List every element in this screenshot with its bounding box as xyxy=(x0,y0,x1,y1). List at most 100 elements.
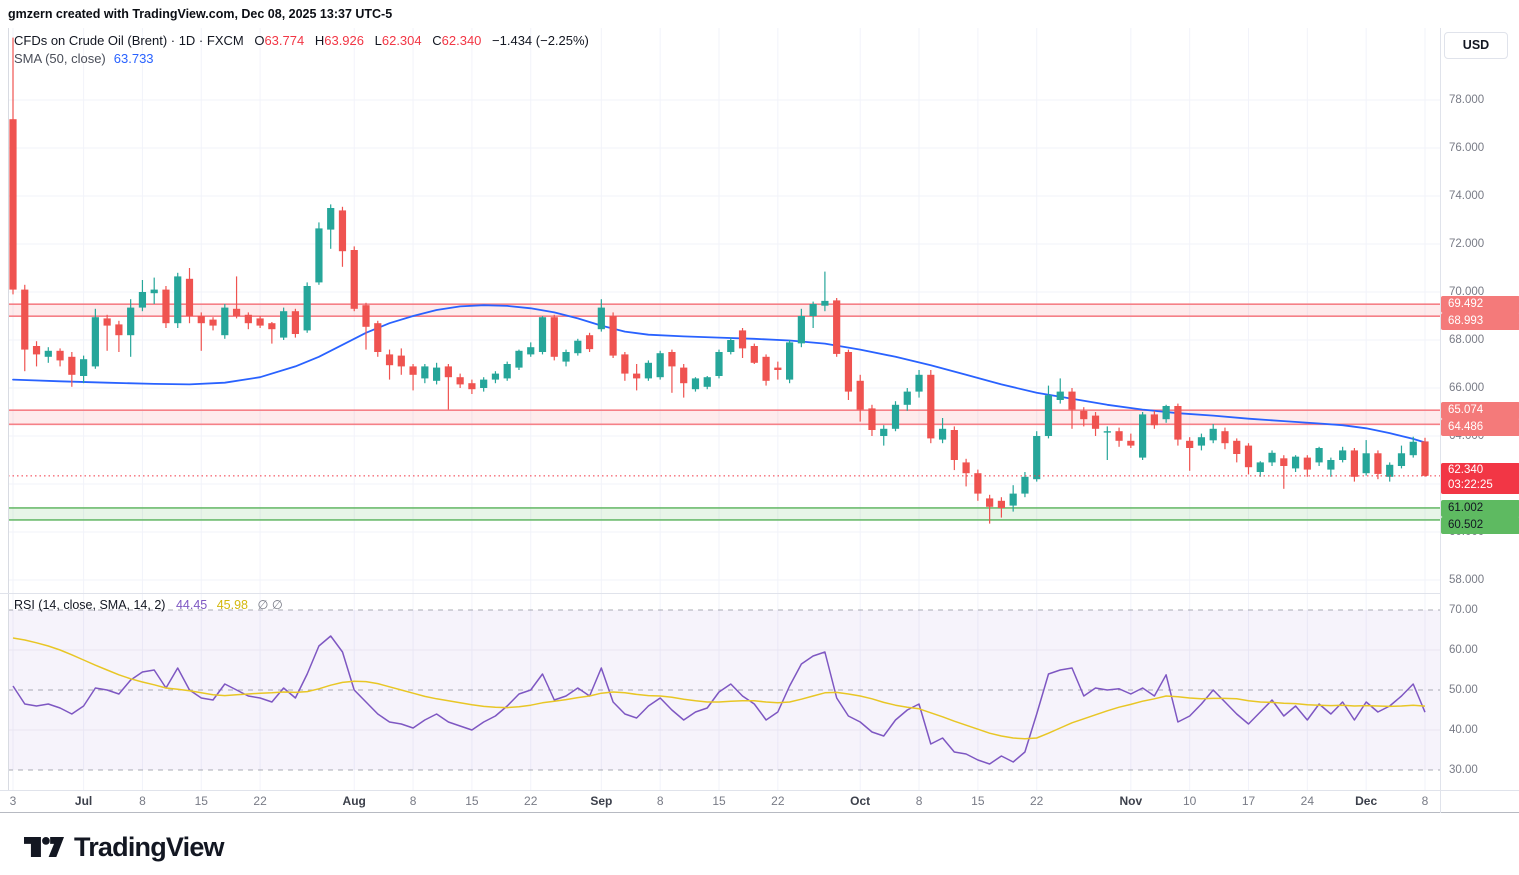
candle-body[interactable] xyxy=(280,311,288,338)
candle-body[interactable] xyxy=(1174,406,1182,440)
candle-body[interactable] xyxy=(32,346,41,355)
candle-body[interactable] xyxy=(550,317,558,357)
candle-body[interactable] xyxy=(1068,391,1076,410)
tradingview-attribution-footer[interactable]: TradingView xyxy=(24,830,225,864)
candle-body[interactable] xyxy=(103,318,111,326)
candle-body[interactable] xyxy=(127,307,135,336)
candle-body[interactable] xyxy=(1209,428,1217,441)
candle-body[interactable] xyxy=(680,367,688,384)
candle-body[interactable] xyxy=(538,317,547,352)
candle-body[interactable] xyxy=(1091,415,1100,429)
sma-legend[interactable]: SMA (50, close) 63.733 xyxy=(14,51,154,66)
candle-body[interactable] xyxy=(303,286,311,331)
candle-body[interactable] xyxy=(703,377,711,387)
candle-body[interactable] xyxy=(1386,464,1394,477)
candle-body[interactable] xyxy=(1362,453,1370,474)
candle-body[interactable] xyxy=(1409,441,1417,456)
candle-body[interactable] xyxy=(350,250,358,309)
candle-body[interactable] xyxy=(444,366,452,378)
candle-body[interactable] xyxy=(738,330,747,349)
candle-body[interactable] xyxy=(1186,440,1194,448)
candle-body[interactable] xyxy=(1397,453,1406,466)
candle-body[interactable] xyxy=(1080,410,1088,420)
candle-body[interactable] xyxy=(456,377,464,385)
candle-body[interactable] xyxy=(727,340,735,352)
candle-body[interactable] xyxy=(938,428,947,440)
candle-body[interactable] xyxy=(1280,458,1288,466)
candle-body[interactable] xyxy=(1327,460,1335,470)
candle-body[interactable] xyxy=(1115,431,1123,441)
candle-body[interactable] xyxy=(503,364,511,379)
pane-divider[interactable] xyxy=(0,593,1440,594)
candle-body[interactable] xyxy=(668,352,676,367)
candle-body[interactable] xyxy=(327,208,335,230)
candle-body[interactable] xyxy=(1103,431,1111,433)
candle-body[interactable] xyxy=(421,366,429,379)
candle-body[interactable] xyxy=(115,324,123,336)
candle-body[interactable] xyxy=(291,311,300,334)
candle-body[interactable] xyxy=(1350,450,1359,477)
candle-body[interactable] xyxy=(927,374,935,439)
candle-body[interactable] xyxy=(480,379,488,388)
candle-body[interactable] xyxy=(1244,445,1253,468)
candle-body[interactable] xyxy=(174,276,182,324)
rsi-legend[interactable]: RSI (14, close, SMA, 14, 2) 44.45 45.98 … xyxy=(14,597,283,612)
candle-body[interactable] xyxy=(868,408,876,430)
candle-body[interactable] xyxy=(786,342,794,380)
time-axis[interactable]: 3 Jul 8 15 22 Aug 8 15 22 Sep 8 15 22 Oct 8 15 22 Nov 10 17… xyxy=(0,790,1440,813)
symbol-legend[interactable]: CFDs on Crude Oil (Brent) · 1D · FXCM O6… xyxy=(14,33,589,48)
candle-body[interactable] xyxy=(774,367,782,370)
candle-body[interactable] xyxy=(1315,448,1323,463)
candle-body[interactable] xyxy=(562,352,570,362)
candle-body[interactable] xyxy=(597,307,605,330)
candle-body[interactable] xyxy=(244,314,252,324)
candle-body[interactable] xyxy=(915,374,923,392)
candle-body[interactable] xyxy=(1303,457,1311,470)
candle-body[interactable] xyxy=(585,335,594,350)
candle-body[interactable] xyxy=(997,500,1006,508)
candle-body[interactable] xyxy=(9,119,17,290)
candle-body[interactable] xyxy=(209,319,217,326)
candle-body[interactable] xyxy=(1044,395,1053,436)
candle-body[interactable] xyxy=(644,362,653,379)
candle-body[interactable] xyxy=(338,210,347,252)
candle-body[interactable] xyxy=(1268,452,1276,463)
candle-body[interactable] xyxy=(1150,414,1158,426)
candle-body[interactable] xyxy=(821,300,829,306)
candle-body[interactable] xyxy=(762,356,770,381)
candle-body[interactable] xyxy=(691,378,700,390)
symbol-title[interactable]: CFDs on Crude Oil (Brent) · 1D · FXCM xyxy=(14,33,244,48)
candle-body[interactable] xyxy=(844,352,853,392)
candle-body[interactable] xyxy=(1339,450,1347,460)
candle-body[interactable] xyxy=(185,278,194,316)
candle-body[interactable] xyxy=(621,354,629,374)
candle-body[interactable] xyxy=(1291,456,1300,469)
candle-body[interactable] xyxy=(1421,441,1429,476)
candle-body[interactable] xyxy=(833,300,841,354)
candle-body[interactable] xyxy=(1021,476,1029,494)
candle-body[interactable] xyxy=(256,318,264,326)
candle-body[interactable] xyxy=(903,391,911,405)
candle-body[interactable] xyxy=(1256,462,1264,472)
candle-body[interactable] xyxy=(1233,440,1241,454)
candle-body[interactable] xyxy=(986,498,994,507)
candle-body[interactable] xyxy=(433,367,441,381)
sma-label[interactable]: SMA (50, close) xyxy=(14,51,106,66)
candle-body[interactable] xyxy=(962,462,970,474)
candle-body[interactable] xyxy=(385,354,394,366)
candle-body[interactable] xyxy=(797,316,805,344)
candle-body[interactable] xyxy=(150,289,158,294)
candle-body[interactable] xyxy=(856,380,864,410)
candle-body[interactable] xyxy=(1162,406,1170,420)
candle-body[interactable] xyxy=(409,366,417,375)
candle-body[interactable] xyxy=(609,316,617,356)
candle-body[interactable] xyxy=(515,350,523,368)
candle-body[interactable] xyxy=(715,352,723,376)
candle-body[interactable] xyxy=(1221,431,1229,444)
currency-button[interactable]: USD xyxy=(1444,32,1508,59)
candle-body[interactable] xyxy=(1009,493,1017,506)
candle-body[interactable] xyxy=(268,323,276,330)
rsi-label[interactable]: RSI (14, close, SMA, 14, 2) xyxy=(14,598,166,612)
candle-body[interactable] xyxy=(809,304,817,316)
price-axis[interactable]: USD 78.000 76.000 74.000 72.000 70.000 68.000… xyxy=(1440,28,1519,813)
